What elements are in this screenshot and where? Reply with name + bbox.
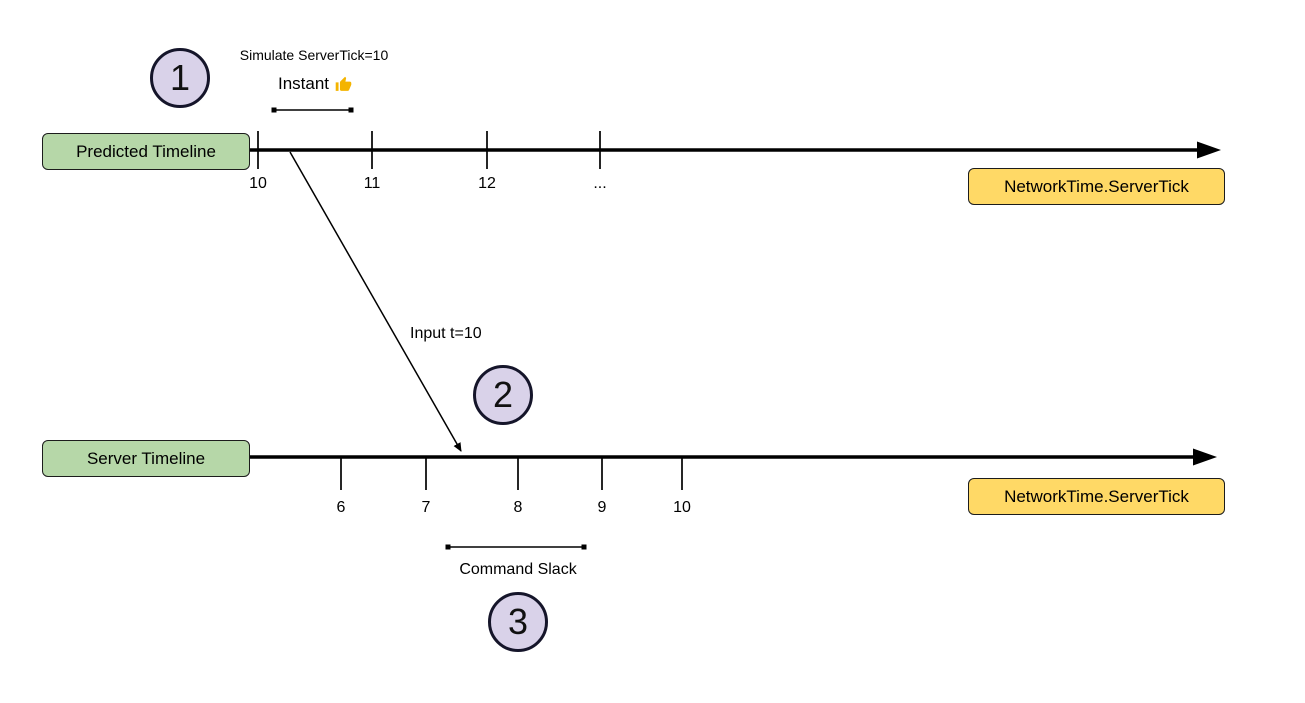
step-badge-2: 2 (473, 365, 533, 425)
instant-label: Instant (277, 74, 330, 93)
server-ref-box: NetworkTime.ServerTick (968, 478, 1225, 515)
step-badge-3-number: 3 (507, 601, 529, 642)
step-badge-2-number: 2 (492, 374, 514, 415)
server-tick-label-7: 7 (421, 499, 431, 516)
simulate-label: Simulate ServerTick=10 (239, 47, 389, 63)
predicted-timeline-label: Predicted Timeline (76, 141, 216, 161)
step-badge-3: 3 (488, 592, 548, 652)
input-arrow (289, 151, 462, 452)
predicted-ref-label: NetworkTime.ServerTick (1004, 176, 1189, 196)
server-tick-label-9: 9 (597, 499, 607, 516)
command-slack-bracket (445, 544, 587, 550)
server-tick-label-8: 8 (513, 499, 523, 516)
server-timeline-label: Server Timeline (86, 448, 206, 468)
server-tick-label-6: 6 (336, 499, 346, 516)
predicted-timeline-box: Predicted Timeline (42, 133, 250, 170)
instant-bracket (271, 107, 354, 113)
command-slack-label: Command Slack (459, 561, 577, 578)
server-timeline-axis (250, 448, 1217, 490)
step-badge-1-number: 1 (169, 57, 191, 98)
predicted-tick-label-10: 10 (249, 175, 267, 192)
server-timeline-box: Server Timeline (42, 440, 250, 477)
predicted-tick-label-12: 12 (478, 175, 496, 192)
instant-annotation: Instant (240, 74, 390, 94)
predicted-timeline-axis (250, 131, 1221, 169)
predicted-ref-box: NetworkTime.ServerTick (968, 168, 1225, 205)
server-tick-label-10: 10 (673, 499, 691, 516)
predicted-tick-label-ellipsis: ... (593, 175, 607, 192)
server-ref-label: NetworkTime.ServerTick (1004, 486, 1189, 506)
thumbs-up-icon (335, 76, 352, 91)
input-label: Input t=10 (410, 325, 482, 342)
predicted-tick-label-11: 11 (363, 175, 381, 192)
step-badge-1: 1 (150, 48, 210, 108)
